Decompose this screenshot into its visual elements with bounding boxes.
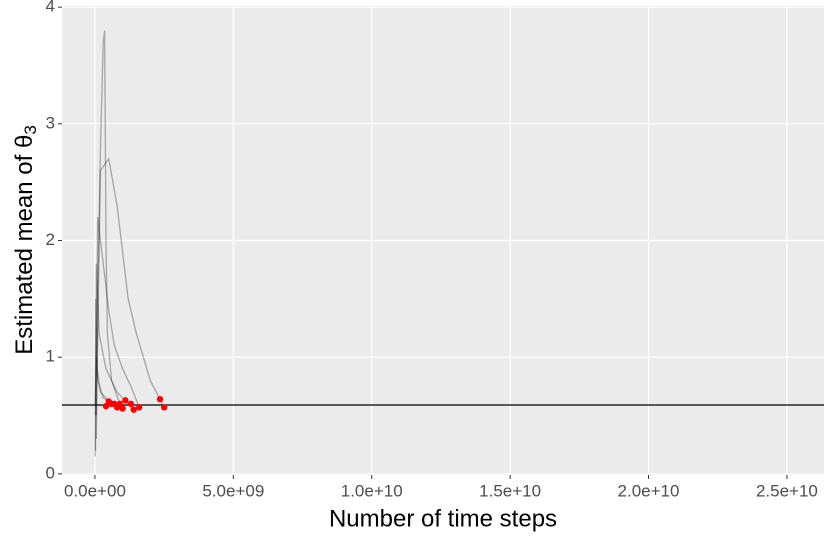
trace-line <box>95 157 165 416</box>
end-point <box>122 397 129 404</box>
y-axis-title: Estimated mean of θ3 <box>11 125 40 355</box>
y-tick-label: 1 <box>46 347 55 366</box>
y-tick-label: 2 <box>46 230 55 249</box>
y-axis-title-main: Estimated mean of θ <box>11 135 38 355</box>
end-point <box>127 400 135 408</box>
y-tick-label: 4 <box>46 0 55 16</box>
x-tick-label: 2.0e+10 <box>618 481 680 500</box>
end-point <box>130 406 137 413</box>
end-point <box>119 405 126 412</box>
trace-line <box>94 298 113 457</box>
x-tick-label: 2.5e+10 <box>756 481 818 500</box>
y-axis-title-subscript: 3 <box>21 125 40 134</box>
end-point <box>136 404 143 411</box>
end-point <box>160 404 168 411</box>
end-point <box>113 404 121 411</box>
x-tick-label: 1.5e+10 <box>479 481 541 500</box>
x-axis-title: Number of time steps <box>329 505 557 532</box>
end-point <box>105 398 112 405</box>
x-tick-label: 0.0e+00 <box>64 481 126 500</box>
trace-line <box>94 217 140 451</box>
y-tick-label: 3 <box>46 113 55 132</box>
end-point <box>156 395 164 403</box>
end-point <box>102 402 110 410</box>
trace-line <box>94 263 135 416</box>
x-tick-label: 5.0e+09 <box>202 481 264 500</box>
x-tick-label: 1.0e+10 <box>341 481 403 500</box>
trace-line <box>95 30 121 439</box>
y-tick-label: 0 <box>46 463 55 482</box>
